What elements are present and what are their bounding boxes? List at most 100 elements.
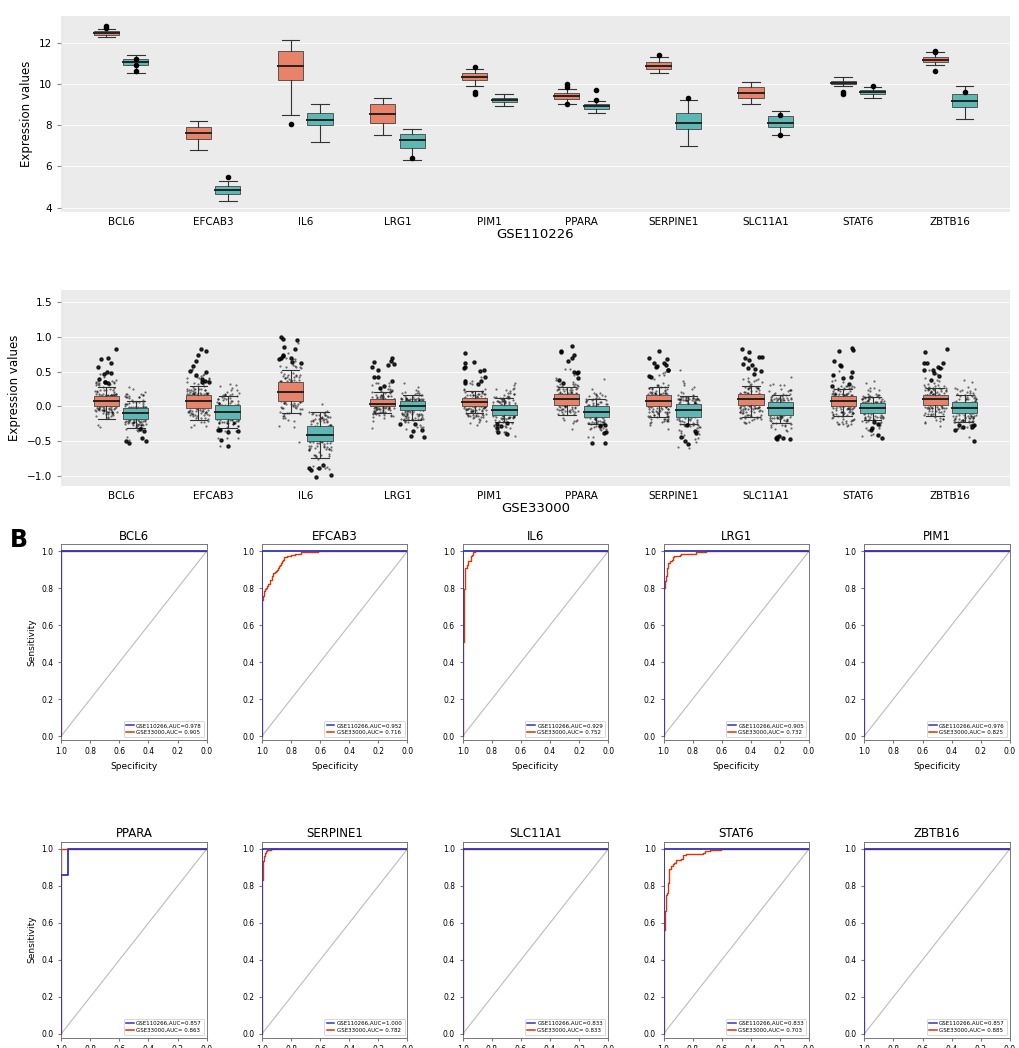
Point — [404, 150, 420, 167]
Point — [835, 397, 851, 414]
Point — [87, 401, 103, 418]
Point — [958, 384, 974, 400]
Point — [96, 394, 112, 411]
Point — [860, 390, 876, 407]
Point — [393, 411, 410, 428]
Point — [492, 417, 508, 434]
Point — [407, 410, 423, 427]
Point — [383, 387, 399, 403]
Point — [197, 399, 213, 416]
Point — [374, 395, 390, 412]
Bar — [922, 57, 947, 62]
Point — [859, 392, 875, 409]
Point — [313, 409, 329, 425]
Point — [463, 402, 479, 419]
Point — [131, 420, 148, 437]
Point — [124, 402, 141, 419]
Point — [594, 407, 610, 423]
Point — [763, 405, 780, 421]
Point — [210, 391, 226, 408]
Point — [642, 385, 658, 401]
Point — [133, 403, 150, 420]
Point — [129, 400, 146, 417]
Point — [88, 402, 104, 419]
Point — [191, 370, 207, 387]
Point — [651, 402, 667, 419]
Point — [567, 403, 583, 420]
Point — [196, 386, 212, 402]
Point — [414, 421, 430, 438]
Point — [138, 398, 154, 415]
Point — [962, 419, 978, 436]
Point — [747, 362, 763, 378]
Point — [137, 412, 153, 429]
Point — [551, 384, 568, 400]
Point — [569, 379, 585, 396]
Point — [196, 407, 212, 423]
Point — [560, 396, 577, 413]
Point — [381, 395, 397, 412]
Point — [397, 390, 414, 407]
Point — [310, 419, 326, 436]
Point — [594, 420, 610, 437]
Point — [560, 402, 577, 419]
Point — [457, 372, 473, 389]
Point — [752, 393, 768, 410]
Point — [120, 415, 137, 432]
Point — [274, 348, 290, 365]
Point — [198, 394, 214, 411]
Point — [823, 406, 840, 422]
Point — [560, 381, 577, 398]
Point — [195, 391, 211, 408]
Point — [472, 392, 488, 409]
Point — [138, 433, 154, 450]
Point — [368, 400, 384, 417]
Point — [395, 411, 412, 428]
Point — [283, 353, 300, 370]
Point — [91, 397, 107, 414]
Point — [843, 377, 859, 394]
Point — [953, 400, 969, 417]
Point — [648, 409, 664, 425]
Point — [652, 378, 668, 395]
Point — [688, 413, 704, 430]
Point — [578, 392, 594, 409]
Point — [272, 372, 288, 389]
Point — [554, 393, 571, 410]
Point — [477, 413, 493, 430]
Point — [870, 416, 887, 433]
Point — [920, 402, 936, 419]
Point — [682, 401, 698, 418]
Point — [315, 414, 331, 431]
Point — [401, 401, 418, 418]
Point — [183, 402, 200, 419]
Point — [475, 392, 491, 409]
Point — [675, 388, 691, 405]
Point — [384, 392, 400, 409]
Point — [225, 405, 242, 421]
Point — [765, 386, 782, 402]
Point — [487, 403, 503, 420]
Point — [99, 390, 115, 407]
Point — [183, 386, 200, 402]
Point — [229, 406, 246, 422]
Point — [495, 387, 512, 403]
Point — [306, 446, 322, 463]
Point — [229, 430, 246, 446]
Point — [689, 416, 705, 433]
Point — [280, 345, 297, 362]
Point — [290, 334, 307, 351]
Point — [366, 369, 382, 386]
Point — [501, 398, 518, 415]
Point — [928, 389, 945, 406]
Point — [182, 405, 199, 421]
Point — [109, 392, 125, 409]
Point — [221, 395, 237, 412]
Point — [568, 385, 584, 401]
Point — [916, 378, 932, 395]
Point — [772, 393, 789, 410]
Point — [843, 389, 859, 406]
Point — [396, 408, 413, 424]
Point — [101, 392, 117, 409]
Point — [410, 378, 426, 395]
